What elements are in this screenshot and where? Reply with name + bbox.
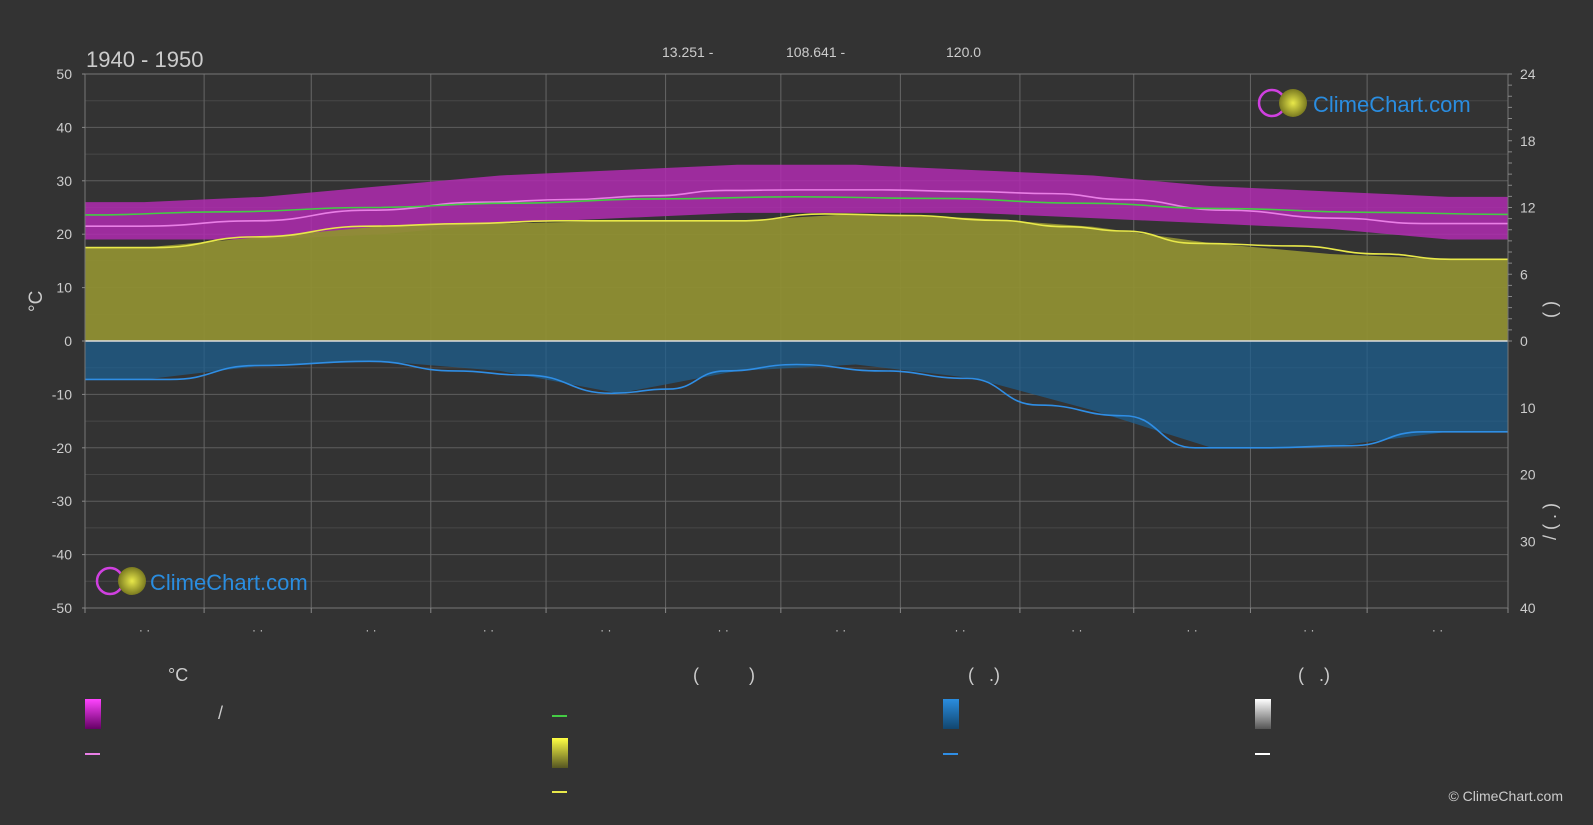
y-tick-label-right-precip: 20 — [1520, 467, 1536, 483]
x-axis-month-ticks: · · · · · · · · · · · · · · · · · · · · · · · · — [84, 608, 1509, 637]
y-tick-label-right-hours: 12 — [1520, 200, 1536, 216]
y-tick-label-right-precip: 40 — [1520, 600, 1536, 616]
y-axis-right-ticks: 24 18 12 6 0 10 20 30 40 — [1508, 66, 1536, 616]
data-lines — [84, 189, 1509, 449]
header-label-1: 13.251 - — [662, 44, 714, 60]
legend-sunshine-line-swatch — [552, 791, 567, 793]
y-tick-label-left: 30 — [56, 173, 72, 189]
y-axis-left-ticks: 50 40 30 20 10 0 -10 -20 -30 -40 -50 — [52, 66, 85, 616]
legend-col1-header: °C — [168, 665, 189, 685]
y-axis-left-label: °C — [26, 291, 47, 312]
x-tick-label: · · — [365, 623, 376, 637]
x-tick-label: · · — [139, 623, 150, 637]
y-tick-label-left: 40 — [56, 119, 72, 135]
max-temp-line — [84, 189, 1508, 227]
y-tick-label-left: 10 — [56, 280, 72, 296]
watermark-text-bottom: ClimeChart.com — [150, 570, 308, 595]
legend-snow-band-swatch — [1255, 699, 1271, 729]
legend-col2-header: ( ) — [693, 665, 755, 685]
logo-globe-icon — [118, 567, 146, 595]
legend-max-line-swatch — [85, 753, 100, 755]
y-tick-label-left: -40 — [52, 547, 72, 563]
legend-precip-line-swatch — [943, 753, 958, 755]
legend-snow-line-swatch — [1255, 753, 1270, 755]
sunshine-band-area — [85, 213, 1508, 341]
chart-title: 1940 - 1950 — [86, 47, 203, 72]
y-tick-label-left: -10 — [52, 386, 72, 402]
y-tick-label-right-hours: 18 — [1520, 133, 1536, 149]
legend-sunshine-band-swatch — [552, 738, 568, 768]
legend-col3-header: ( .) — [968, 665, 1000, 685]
header-label-3: 120.0 — [946, 44, 981, 60]
y-tick-label-right-hours: 24 — [1520, 66, 1536, 82]
data-bands — [85, 164, 1508, 448]
header-label-2: 108.641 - — [786, 44, 845, 60]
daylight-line — [84, 196, 1509, 216]
legend-col1-row1-text: / — [218, 703, 224, 723]
y-tick-label-right-hours: 6 — [1520, 266, 1528, 282]
y-tick-label-right-precip: 30 — [1520, 533, 1536, 549]
legend-daylight-line-swatch — [552, 715, 567, 717]
y-axis-right-top-label: ( ) — [1540, 301, 1560, 318]
y-axis-right-bottom-label: / ( . ) — [1540, 503, 1560, 540]
x-tick-label: · · — [600, 623, 611, 637]
x-tick-label: · · — [252, 623, 263, 637]
legend-max-band-swatch — [85, 699, 101, 729]
watermark-text-top: ClimeChart.com — [1313, 92, 1471, 117]
y-tick-label-right-hours: 0 — [1520, 333, 1528, 349]
x-tick-label: · · — [835, 623, 846, 637]
x-tick-label: · · — [483, 623, 494, 637]
legend-col4-header: ( .) — [1298, 665, 1330, 685]
precip-line — [85, 360, 1508, 449]
sunshine-line — [84, 213, 1508, 261]
x-tick-label: · · — [1303, 623, 1314, 637]
logo-bottom-left: ClimeChart.com — [95, 566, 308, 596]
copyright-text: © ClimeChart.com — [1448, 788, 1563, 804]
x-tick-label: · · — [954, 623, 965, 637]
logo-globe-icon — [1279, 89, 1307, 117]
y-tick-label-left: -50 — [52, 600, 72, 616]
precip-band-area — [85, 341, 1508, 448]
x-tick-label: · · — [1186, 623, 1197, 637]
y-tick-label-left: -30 — [52, 493, 72, 509]
max-band-area — [85, 164, 1508, 240]
legend-precip-band-swatch — [943, 699, 959, 729]
x-tick-label: · · — [718, 623, 729, 637]
x-tick-label: · · — [1071, 623, 1082, 637]
y-tick-label-left: 50 — [56, 66, 72, 82]
y-tick-label-left: 20 — [56, 226, 72, 242]
y-tick-label-left: -20 — [52, 440, 72, 456]
y-tick-label-right-precip: 10 — [1520, 400, 1536, 416]
logo-top-right: ClimeChart.com — [1257, 88, 1471, 118]
y-tick-label-left: 0 — [64, 333, 72, 349]
x-tick-label: · · — [1432, 623, 1443, 637]
